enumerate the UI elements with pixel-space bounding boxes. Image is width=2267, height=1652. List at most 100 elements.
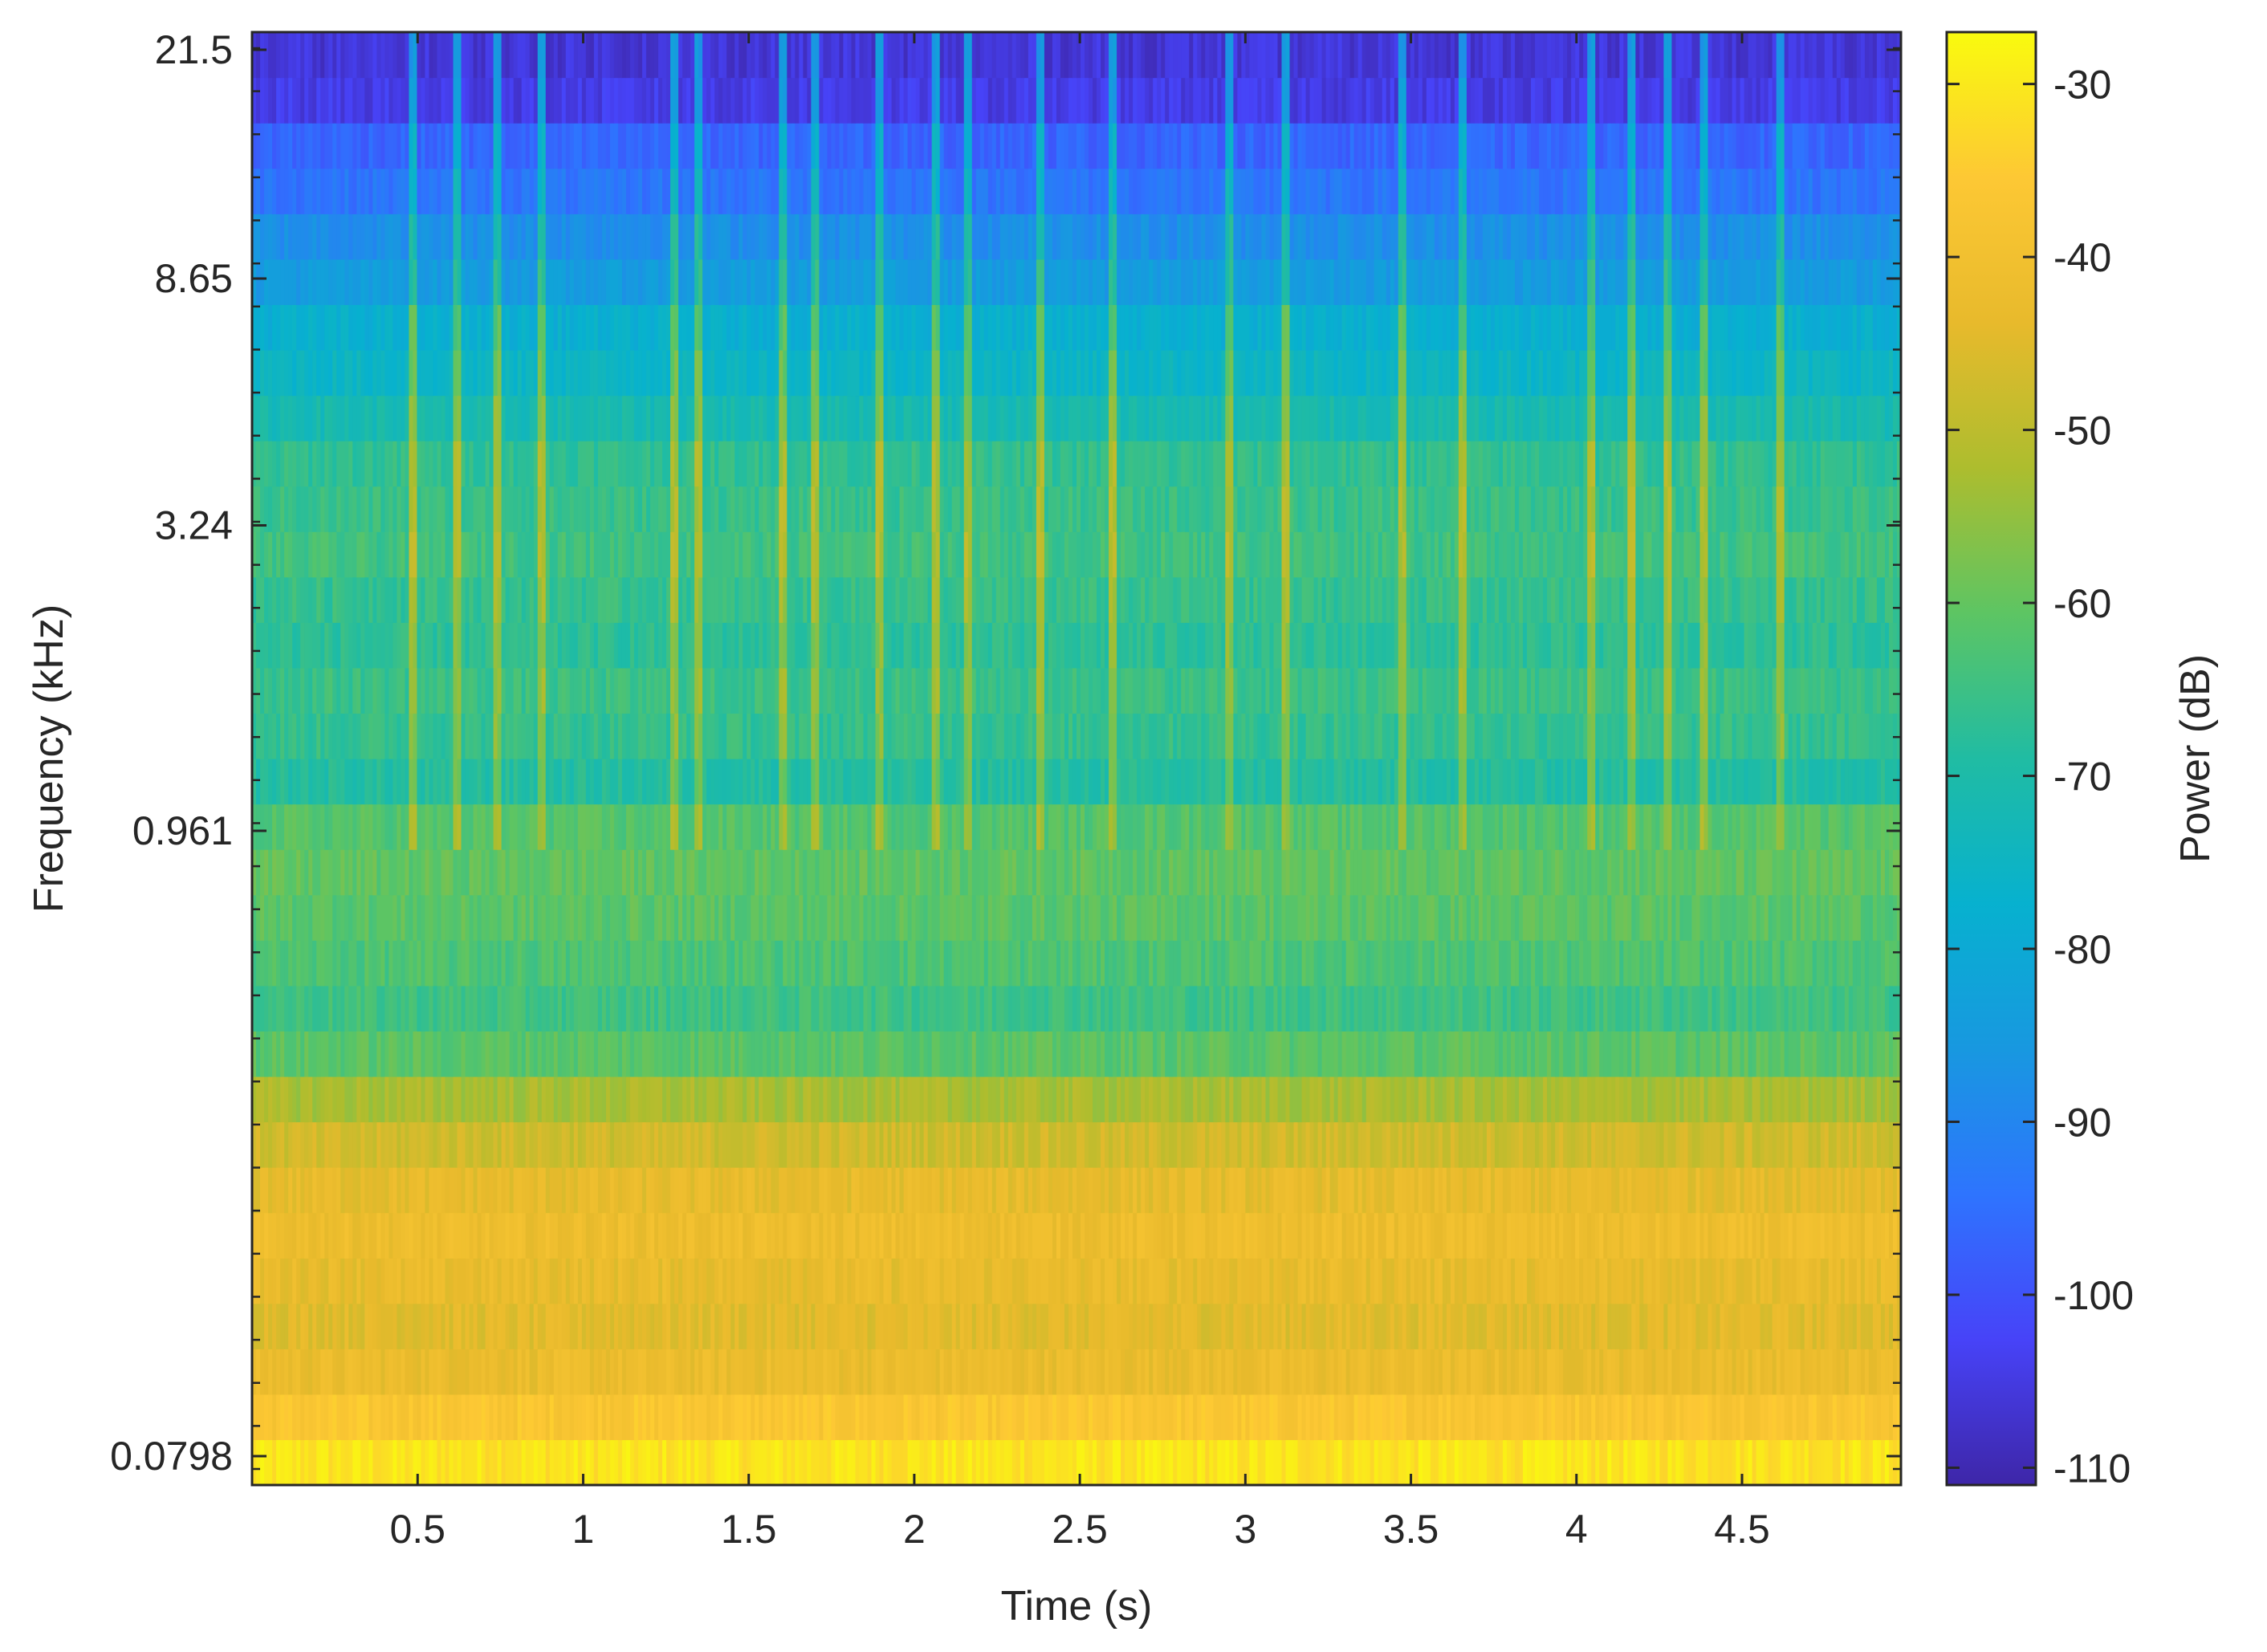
heatmap-cell (1245, 1076, 1251, 1123)
heatmap-cell (376, 1167, 381, 1214)
heatmap-cell (1523, 1394, 1528, 1441)
heatmap-cell (1470, 1258, 1475, 1304)
heatmap-cell (1724, 985, 1729, 1031)
heatmap-cell (505, 1258, 511, 1304)
heatmap-cell (613, 985, 619, 1031)
heatmap-cell (1285, 1212, 1291, 1259)
heatmap-cell (1619, 940, 1624, 987)
heatmap-cell (581, 1167, 587, 1214)
heatmap-cell (847, 1031, 853, 1077)
heatmap-cell (967, 985, 973, 1031)
heatmap-cell (1213, 1349, 1218, 1395)
heatmap-cell (1201, 1212, 1206, 1259)
heatmap-cell (272, 1349, 277, 1395)
heatmap-cell (521, 1212, 527, 1259)
heatmap-cell (666, 985, 671, 1031)
heatmap-cell (1671, 1031, 1677, 1077)
heatmap-cell (694, 1121, 699, 1168)
heatmap-cell (735, 1349, 739, 1395)
heatmap-cell (1796, 1031, 1801, 1077)
heatmap-cell (1426, 1167, 1431, 1214)
heatmap-cell (473, 1167, 478, 1214)
heatmap-cell (1852, 1394, 1858, 1441)
heatmap-cell (1607, 1167, 1612, 1214)
heatmap-cell (1495, 985, 1500, 1031)
heatmap-cell (1571, 1349, 1576, 1395)
heatmap-cell (1856, 940, 1862, 987)
heatmap-cell (360, 1121, 365, 1168)
heatmap-cell (662, 940, 667, 987)
heatmap-cell (485, 1439, 490, 1486)
heatmap-cell (1800, 940, 1805, 987)
heatmap-cell (1808, 1303, 1813, 1349)
heatmap-cell (783, 1212, 788, 1259)
heatmap-cell (1603, 1031, 1608, 1077)
heatmap-cell (505, 1394, 511, 1441)
heatmap-cell (1402, 1394, 1407, 1441)
heatmap-cell (935, 1303, 941, 1349)
heatmap-cell (1659, 1212, 1665, 1259)
heatmap-cell (1313, 1212, 1319, 1259)
heatmap-cell (1048, 1121, 1053, 1168)
heatmap-cell (799, 1349, 804, 1395)
heatmap-cell (1474, 1121, 1479, 1168)
heatmap-cell (1117, 1439, 1121, 1486)
heatmap-cell (1081, 1212, 1085, 1259)
heatmap-cell (629, 1394, 635, 1441)
heatmap-cell (1442, 940, 1447, 987)
heatmap-cell (1643, 1349, 1648, 1395)
heatmap-cell (1820, 1031, 1825, 1077)
heatmap-cell (1711, 1303, 1717, 1349)
heatmap-cell (1438, 1258, 1443, 1304)
heatmap-cell (987, 1121, 993, 1168)
heatmap-cell (352, 1303, 357, 1349)
heatmap-cell (252, 985, 257, 1031)
heatmap-cell (1728, 940, 1733, 987)
heatmap-cell (1024, 940, 1029, 987)
heatmap-cell (381, 1303, 385, 1349)
heatmap-cell (1503, 1121, 1508, 1168)
heatmap-cell (481, 1076, 486, 1123)
heatmap-cell (1555, 985, 1560, 1031)
heatmap-cell (1583, 1212, 1588, 1259)
heatmap-cell (633, 1303, 639, 1349)
heatmap-cell (931, 1121, 937, 1168)
heatmap-cell (1671, 1258, 1677, 1304)
heatmap-cell (1591, 1258, 1596, 1304)
heatmap-cell (1386, 985, 1391, 1031)
heatmap-cell (1836, 1349, 1842, 1395)
heatmap-cell (1390, 1031, 1395, 1077)
heatmap-cell (1796, 985, 1801, 1031)
heatmap-cell (1740, 940, 1745, 987)
heatmap-cell (389, 1303, 393, 1349)
heatmap-cell (783, 1167, 788, 1214)
heatmap-cell (565, 1076, 571, 1123)
heatmap-cell (649, 1212, 655, 1259)
heatmap-cell (1378, 1031, 1383, 1077)
heatmap-cell (256, 1394, 261, 1441)
heatmap-cell (1297, 1076, 1303, 1123)
heatmap-cell (1896, 1167, 1902, 1214)
heatmap-cell (963, 1031, 969, 1077)
heatmap-cell (1237, 1349, 1242, 1395)
heatmap-cell (1117, 940, 1121, 987)
heatmap-cell (1519, 940, 1524, 987)
heatmap-cell (1876, 1121, 1882, 1168)
heatmap-cell (320, 1303, 325, 1349)
heatmap-cell (276, 894, 281, 941)
heatmap-cell (581, 1349, 587, 1395)
heatmap-cell (1667, 1439, 1673, 1486)
heatmap-cell (425, 1121, 430, 1168)
heatmap-cell (344, 1121, 349, 1168)
heatmap-cell (409, 940, 413, 987)
heatmap-cell (1434, 1212, 1439, 1259)
heatmap-cell (1189, 1439, 1194, 1486)
heatmap-cell (533, 1076, 539, 1123)
heatmap-cell (625, 1349, 631, 1395)
heatmap-cell (775, 1167, 779, 1214)
heatmap-cell (617, 1167, 623, 1214)
heatmap-cell (389, 1167, 393, 1214)
heatmap-cell (987, 1303, 993, 1349)
heatmap-cell (899, 1167, 905, 1214)
heatmap-cell (787, 1167, 792, 1214)
